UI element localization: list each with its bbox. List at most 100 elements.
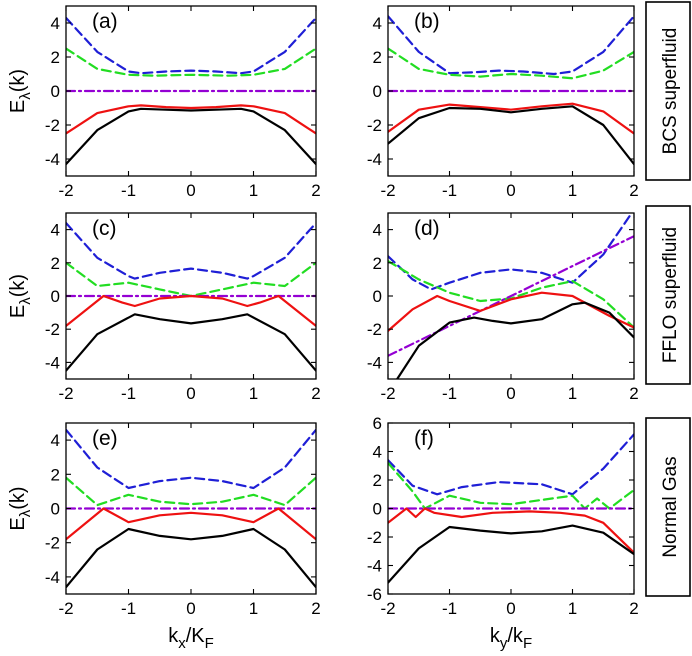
panel-c-xtick-label: -1	[121, 384, 136, 403]
panel-d-series-green	[388, 261, 634, 327]
panel-e-series-black	[66, 529, 316, 587]
panel-d-xtick-label: -1	[442, 384, 457, 403]
panel-c-xtick-label: 1	[249, 384, 258, 403]
row-labels: BCS superfluid FFLO superfluid Normal Ga…	[646, 2, 690, 596]
panel-b-ytick-label: 4	[373, 14, 382, 33]
panel-f-series	[388, 434, 634, 582]
panel-d: -2 -1 0 1 2 -4 -2 0 2 4 (d)	[367, 210, 639, 403]
panel-e-xtick-label: 2	[311, 599, 320, 618]
panel-f-xlabel-sub2: F	[523, 635, 532, 652]
panel-c-ylabel-main: E	[7, 305, 29, 318]
panel-c-xtick-label: 0	[186, 384, 195, 403]
panel-f-xtick-label: 1	[568, 599, 577, 618]
panel-e-ytick-label: -4	[45, 568, 60, 587]
panel-e-label: (e)	[92, 427, 118, 450]
panel-a-xtick-label: -2	[58, 181, 73, 200]
panel-e-ytick-label: -2	[45, 534, 60, 553]
row-label-bcs: BCS superfluid	[646, 2, 690, 180]
panel-c-ytick-label: 2	[51, 254, 60, 273]
panel-d-xtick-label: -2	[380, 384, 395, 403]
panel-d-series-red	[388, 293, 634, 331]
panel-d-xtick-label: 0	[506, 384, 515, 403]
panels: -2 -1 0 1 2-4-2024 (a)Eλ(k)-2 -1 0 1 2-4-2024 (b)-…	[7, 6, 639, 652]
panel-e-series-red	[66, 509, 316, 540]
panel-d-ytick-label: 4	[373, 221, 382, 240]
panel-b-series-green	[388, 49, 634, 79]
panel-a-xtick-label: 2	[311, 181, 320, 200]
panel-f-ytick-label: 6	[373, 414, 382, 433]
panel-b-xtick-label: 0	[506, 181, 515, 200]
panel-b-xtick-label: -2	[380, 181, 395, 200]
panel-e-ylabel-tail: (k)	[7, 486, 29, 509]
panel-f-xtick-label: -1	[442, 599, 457, 618]
panel-a-ytick-label: 2	[51, 48, 60, 67]
panel-b: -2 -1 0 1 2 -4 -2 0 2 4 (b)	[367, 6, 639, 200]
panel-e-ytick-label: 2	[51, 465, 60, 484]
panel-b-ytick-label: -2	[367, 116, 382, 135]
panel-a-series	[66, 18, 316, 164]
panel-a-xtick-label: 0	[186, 181, 195, 200]
panel-c-ytick-label: 4	[51, 221, 60, 240]
panel-d-xtick-label: 1	[568, 384, 577, 403]
panel-c-xtick-label: -2	[58, 384, 73, 403]
panel-e-ylabel: Eλ(k)	[7, 486, 34, 530]
panel-f-xtick-label: 2	[629, 599, 638, 618]
panel-e-xtick-label: 1	[249, 599, 258, 618]
panel-a-ytick-label: -2	[45, 116, 60, 135]
panel-d-series-black	[397, 303, 634, 379]
panel-c-series-red	[66, 296, 316, 326]
panel-f-ytick-label: 4	[373, 443, 382, 462]
panel-e-ytick-label: 0	[51, 500, 60, 519]
panel-f-ytick-label: 0	[373, 500, 382, 519]
panel-a-ytick-label: 0	[51, 82, 60, 101]
panel-e-xlabel: kx/KF	[168, 625, 214, 652]
panel-d-label: (d)	[414, 217, 440, 240]
panel-b-series	[388, 16, 634, 164]
panel-f: -2 -1 0 1 2 -6 -4 -2 0 2 4 6 (f) ky/kF	[367, 414, 639, 652]
panel-b-ytick-label: 0	[373, 82, 382, 101]
panel-d-ytick-label: -2	[367, 320, 382, 339]
panel-e-xtick-label: -2	[58, 599, 73, 618]
panel-b-ytick-label: -4	[367, 150, 382, 169]
panel-c: -2 -1 0 1 2 -4 -2 0 2 4 (c) Eλ(k)	[7, 213, 321, 403]
panel-a-xtick-label: -1	[121, 181, 136, 200]
panel-c-ylabel-tail: (k)	[7, 274, 29, 297]
band-structure-chart: -2 -1 0 1 2-4-2024 (a)Eλ(k)-2 -1 0 1 2-4-2024 (b)-…	[0, 0, 692, 656]
panel-a-ytick-label: 4	[51, 14, 60, 33]
panel-b-series-red	[388, 104, 634, 134]
figure: -2 -1 0 1 2 -4 -2 0 2 4 (a) Eλ(k) -2 -1 0 1 2 -4 -2 0 2 4 (b) -…	[0, 0, 692, 656]
panel-c-series-black	[66, 314, 316, 370]
panel-a: -2 -1 0 1 2 -4 -2 0 2 4 (a) Eλ(k)	[7, 6, 321, 200]
panel-f-series-black	[388, 526, 634, 583]
panel-b-xtick-label: 2	[629, 181, 638, 200]
panel-e-xtick-label: 0	[186, 599, 195, 618]
panel-e-xlabel-mid: /K	[186, 625, 206, 647]
panel-d-ytick-label: 0	[373, 287, 382, 306]
panel-c-label: (c)	[92, 217, 117, 240]
panel-d-ytick-label: 2	[373, 254, 382, 273]
panel-e-ylabel-main: E	[7, 517, 29, 530]
row-label-fflo-text: FFLO superfluid	[660, 227, 681, 363]
panel-f-xlabel-mid: /k	[507, 625, 524, 647]
panel-f-series-green	[388, 463, 634, 509]
row-label-bcs-text: BCS superfluid	[660, 28, 681, 155]
row-label-normal-text: Normal Gas	[660, 456, 681, 557]
panel-c-series	[66, 223, 316, 371]
panel-c-ytick-label: 0	[51, 287, 60, 306]
panel-e-xtick-label: -1	[121, 599, 136, 618]
panel-b-series-black	[388, 106, 634, 164]
panel-a-ylabel-tail: (k)	[7, 69, 29, 92]
panel-c-ylabel: Eλ(k)	[7, 274, 34, 318]
panel-e-series	[66, 430, 316, 587]
panel-b-label: (b)	[414, 10, 440, 33]
panel-f-label: (f)	[414, 427, 434, 450]
panel-c-ytick-label: -4	[45, 353, 60, 372]
panel-f-xtick-label: 0	[506, 599, 515, 618]
panel-d-ytick-label: -4	[367, 353, 382, 372]
panel-a-ylabel: Eλ(k)	[7, 69, 34, 113]
panel-c-xtick-label: 2	[311, 384, 320, 403]
panel-f-xtick-label: -2	[380, 599, 395, 618]
panel-a-series-black	[66, 109, 316, 164]
panel-f-ytick-label: -2	[367, 528, 382, 547]
panel-b-xtick-label: -1	[442, 181, 457, 200]
